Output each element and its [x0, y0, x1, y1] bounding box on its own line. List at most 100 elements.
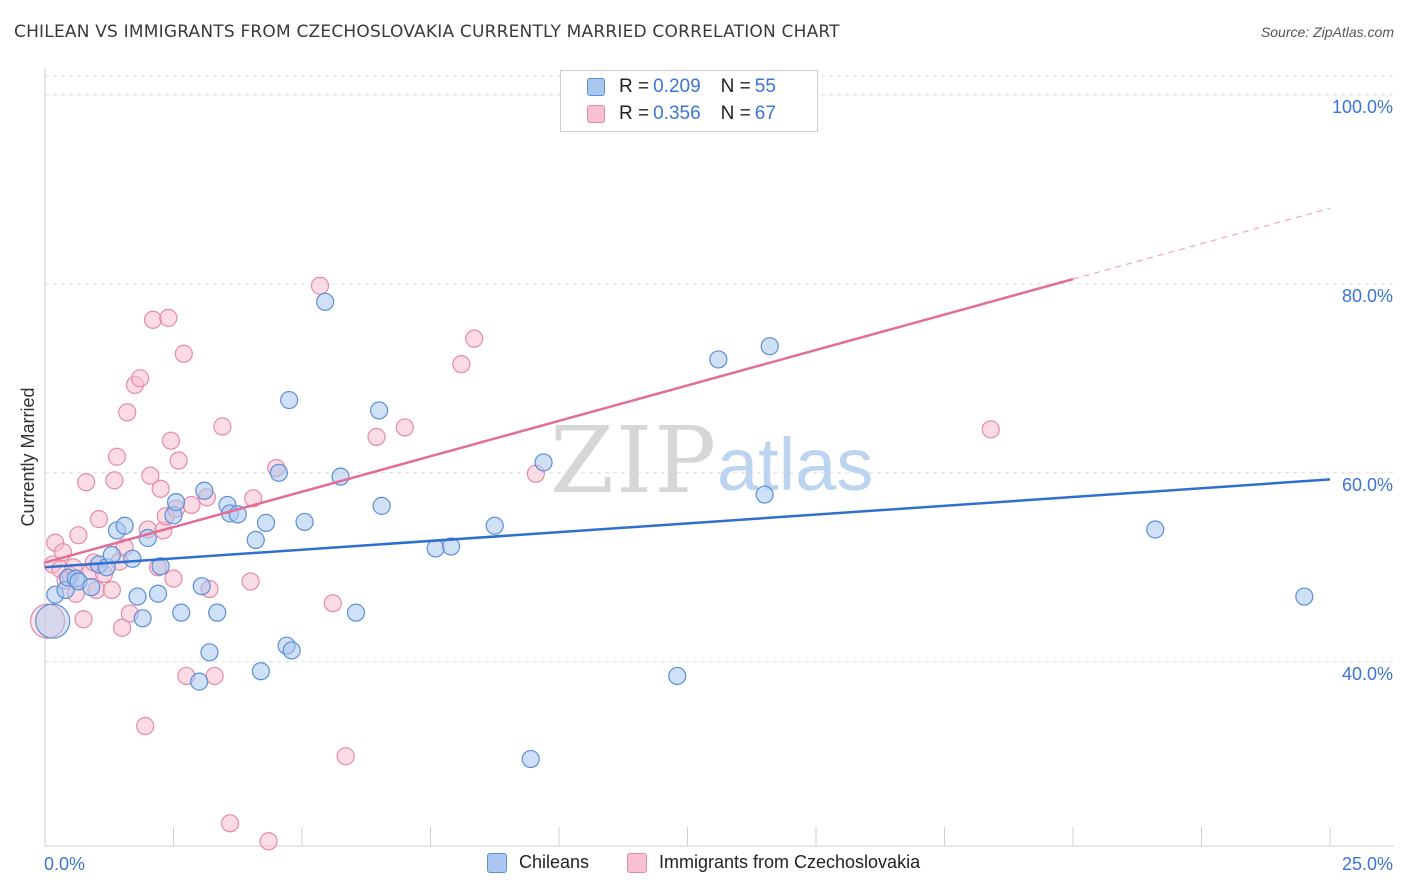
immigrants-point	[213, 417, 232, 436]
immigrants-point	[981, 420, 1000, 439]
legend-n-label: N =	[720, 76, 751, 97]
immigrants-point	[151, 479, 170, 498]
immigrants-point	[118, 403, 137, 422]
chilean-point	[102, 545, 121, 565]
chilean-point	[755, 485, 774, 504]
legend-row-immigrants: R = 0.356 N = 67	[587, 102, 776, 126]
immigrants-point	[336, 747, 355, 766]
chilean-point	[709, 350, 728, 369]
x-tick-label: 0.0%	[44, 854, 85, 874]
immigrants-point	[77, 473, 96, 492]
series-immigrants-points	[29, 276, 1000, 851]
legend-n-value: 55	[754, 76, 776, 97]
legend-r-label: R =	[619, 76, 650, 97]
chart-title: CHILEAN VS IMMIGRANTS FROM CZECHOSLOVAKI…	[14, 22, 840, 42]
immigrants-point	[182, 495, 201, 515]
chilean-point	[370, 401, 389, 420]
chilean-point	[115, 516, 134, 535]
chilean-point	[35, 603, 71, 639]
immigrants-point	[367, 427, 386, 447]
chileans-trend-line	[44, 478, 1331, 569]
chilean-point	[1146, 520, 1165, 539]
immigrants-point	[241, 572, 260, 591]
legend-item-chileans: Chileans	[487, 852, 589, 873]
immigrants-point	[143, 310, 163, 329]
immigrants-point	[161, 431, 181, 450]
y-tick-label: 80.0%	[1342, 286, 1393, 306]
immigrants-point	[130, 369, 150, 388]
immigrants-point	[465, 329, 484, 348]
chilean-point	[246, 530, 265, 549]
chilean-point	[82, 578, 101, 597]
chilean-point	[151, 557, 170, 576]
source-label: Source: ZipAtlas.com	[1260, 24, 1394, 40]
y-tick-label: 40.0%	[1342, 664, 1393, 684]
legend-label-chileans: Chileans	[519, 852, 590, 872]
chilean-point	[295, 512, 314, 532]
pink-swatch-icon	[587, 105, 605, 123]
chilean-point	[166, 492, 186, 512]
legend-r-value: 0.356	[653, 103, 701, 124]
x-tick-label: 25.0%	[1342, 854, 1393, 874]
chilean-point	[346, 603, 366, 622]
immigrants-point	[310, 276, 330, 295]
immigrants-point	[69, 526, 88, 545]
y-axis-label: Currently Married	[18, 387, 38, 526]
chilean-point	[280, 390, 299, 410]
series-chileans-points	[35, 292, 1314, 769]
chilean-point	[534, 453, 553, 472]
immigrants-point	[102, 580, 121, 600]
immigrants-point	[259, 832, 278, 851]
chilean-point	[282, 641, 301, 660]
immigrants-point	[164, 569, 183, 588]
watermark-atlas: atlas	[717, 423, 873, 506]
watermark: ZIP atlas	[550, 407, 873, 514]
immigrants-point	[452, 355, 471, 374]
chilean-point	[760, 337, 779, 356]
blue-swatch-icon	[587, 78, 605, 96]
immigrants-point	[136, 716, 155, 736]
immigrants-trend-extension	[1072, 207, 1331, 280]
immigrants-point	[323, 594, 342, 613]
legend-n-value: 67	[754, 103, 776, 124]
chilean-point	[521, 749, 540, 769]
chilean-point	[190, 672, 209, 691]
immigrants-point	[169, 451, 188, 470]
chilean-point	[256, 513, 276, 532]
immigrants-point	[159, 308, 178, 327]
chilean-point	[148, 584, 168, 603]
legend-row-chileans: R = 0.209 N = 55	[587, 75, 776, 99]
legend-r-value: 0.209	[653, 76, 701, 97]
y-tick-label: 100.0%	[1332, 97, 1393, 117]
legend-r-label: R =	[619, 103, 650, 124]
chilean-point	[372, 496, 391, 515]
immigrants-point	[29, 603, 66, 639]
chilean-point	[485, 516, 504, 535]
chilean-point	[1295, 587, 1314, 606]
immigrants-point	[112, 618, 132, 637]
chilean-point	[133, 609, 152, 628]
immigrants-point	[244, 489, 263, 508]
immigrants-point	[74, 610, 93, 629]
chilean-point	[251, 662, 270, 681]
immigrants-point	[395, 418, 414, 437]
legend-item-immigrants: Immigrants from Czechoslovakia	[627, 852, 920, 873]
immigrants-point	[174, 344, 193, 363]
immigrants-trend-line	[44, 277, 1074, 564]
chilean-point	[208, 603, 227, 622]
chilean-point	[192, 577, 211, 596]
immigrants-point	[105, 471, 124, 490]
chilean-point	[316, 292, 335, 311]
chilean-point	[269, 463, 288, 482]
pink-swatch-icon	[627, 852, 647, 873]
chilean-point	[441, 537, 461, 556]
series-legend: Chileans Immigrants from Czechoslovakia	[0, 852, 1406, 878]
chilean-point	[200, 643, 219, 662]
trend-lines	[44, 207, 1331, 569]
legend-n-label: N =	[720, 103, 751, 124]
chilean-point	[128, 587, 147, 606]
chilean-point	[426, 539, 445, 558]
chilean-point	[668, 666, 687, 686]
immigrants-point	[141, 466, 160, 485]
watermark-zip: ZIP	[550, 407, 718, 514]
